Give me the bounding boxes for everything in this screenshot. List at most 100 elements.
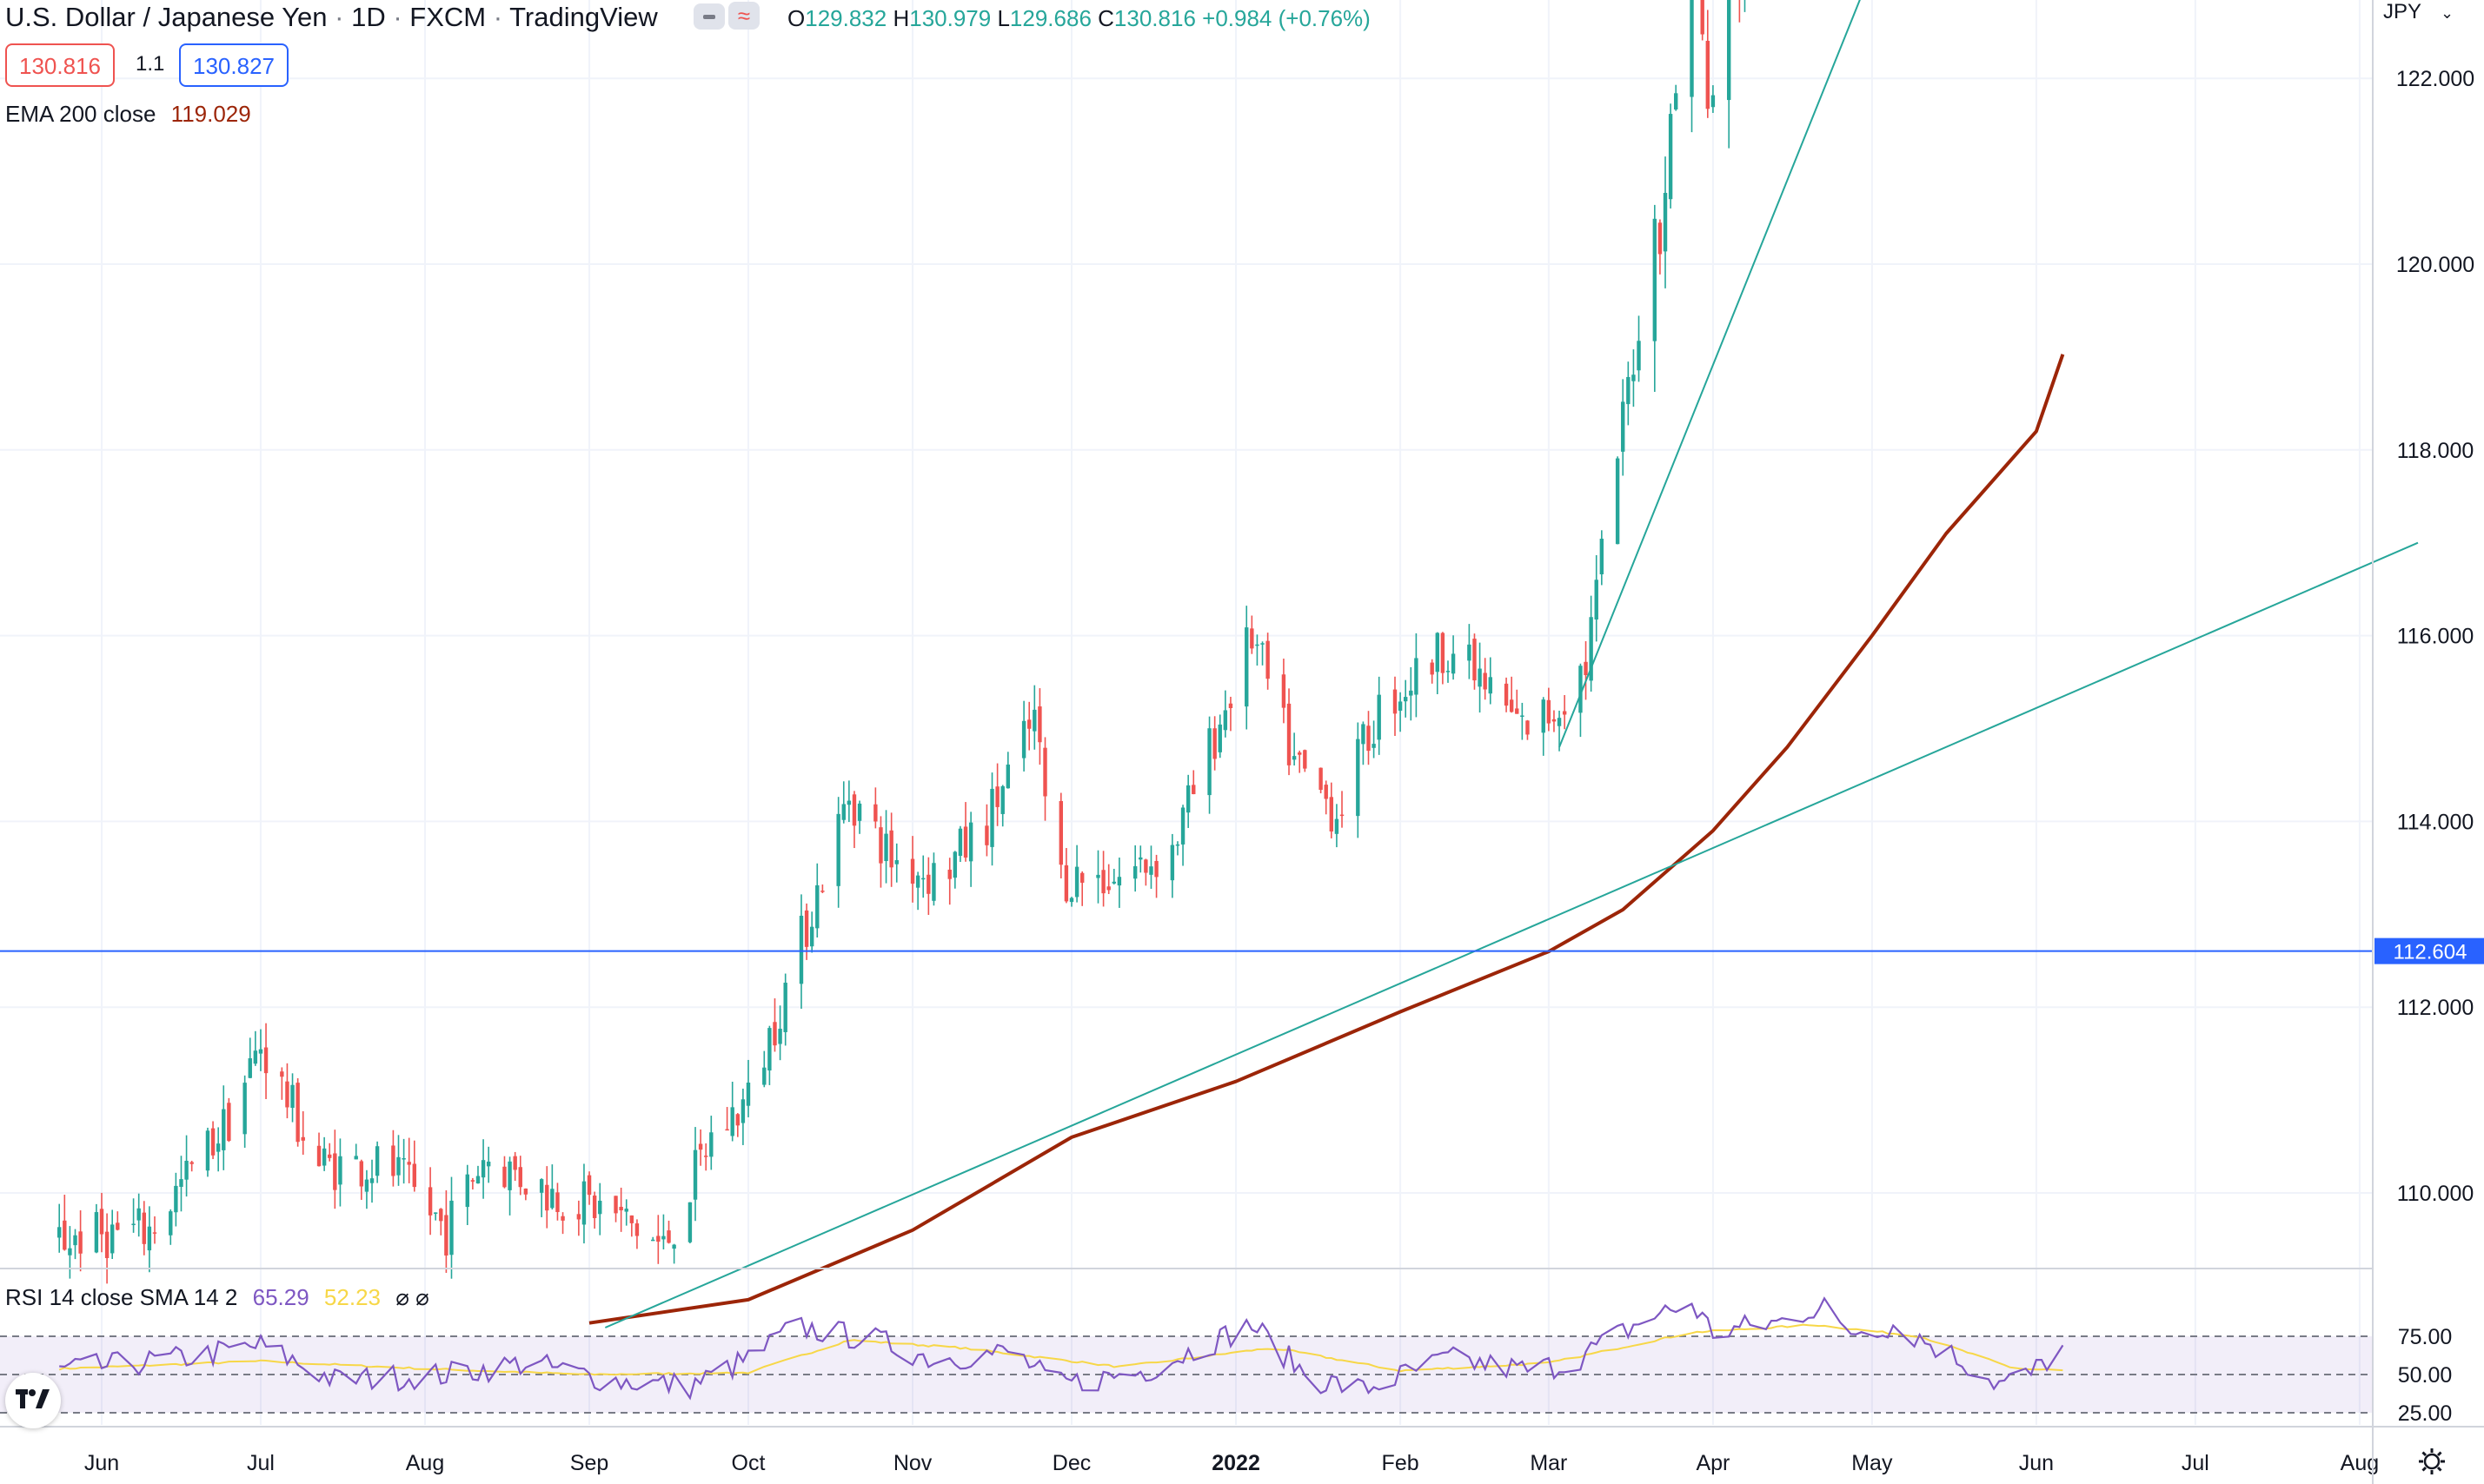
candle-body	[189, 1162, 194, 1164]
candle-body	[1525, 720, 1530, 735]
rsi-tick-label: 50.00	[2398, 1363, 2453, 1388]
candle-body	[316, 1145, 322, 1167]
candle-body	[693, 1149, 698, 1200]
candle-body	[773, 1022, 777, 1046]
tradingview-logo[interactable]	[5, 1373, 61, 1428]
candle-body	[932, 863, 936, 901]
candle-body	[1033, 709, 1037, 732]
hide-legend-icon[interactable]	[694, 3, 725, 30]
candle-body	[1637, 341, 1641, 371]
candle-body	[508, 1161, 512, 1190]
candle-body	[1409, 690, 1413, 696]
candle-body	[513, 1156, 517, 1170]
candle-body	[730, 1107, 734, 1136]
candle-body	[1038, 706, 1042, 743]
settings-gear-icon[interactable]	[2416, 1446, 2447, 1477]
ohlc-values: O129.832 H130.979 L129.686 C130.816 +0.9…	[787, 5, 1371, 31]
candle-body	[184, 1160, 189, 1180]
candle-body	[338, 1156, 342, 1185]
candle-body	[725, 1129, 729, 1131]
candle-body	[444, 1215, 448, 1256]
price-level-tag-text: 112.604	[2394, 941, 2467, 964]
candle-body	[884, 833, 888, 862]
candle-body	[248, 1058, 252, 1078]
candle-body	[152, 1232, 157, 1234]
candle-body	[1228, 703, 1233, 708]
candle-body	[1472, 639, 1477, 681]
candle-body	[1245, 627, 1249, 707]
sell-button[interactable]: 130.816	[5, 43, 115, 87]
candle-body	[1690, 0, 1694, 97]
y-tick-label: 114.000	[2397, 810, 2474, 834]
candle-body	[735, 1114, 741, 1126]
candle-body	[57, 1227, 62, 1238]
ema-value: 119.029	[170, 101, 251, 127]
y-tick-label: 110.000	[2397, 1182, 2474, 1206]
symbol-name: U.S. Dollar / Japanese Yen	[5, 2, 328, 32]
candle-body	[258, 1049, 263, 1054]
candle-body	[1589, 617, 1593, 681]
candle-body	[1139, 857, 1143, 860]
candle-body	[985, 825, 989, 845]
candle-body	[449, 1200, 454, 1255]
candle-body	[927, 874, 931, 894]
candle-body	[263, 1047, 269, 1074]
symbol-legend[interactable]: U.S. Dollar / Japanese Yen · 1D · FXCM ·…	[5, 2, 658, 32]
currency-label[interactable]: JPY ⌄	[2383, 0, 2454, 23]
rsi-tick-label: 75.00	[2398, 1325, 2453, 1349]
candle-body	[910, 858, 915, 884]
candle-body	[1292, 756, 1297, 760]
candle-body	[364, 1179, 369, 1192]
x-tick-label: Jun	[2019, 1451, 2054, 1475]
candle-body	[1398, 701, 1403, 711]
buy-button[interactable]: 130.827	[179, 43, 289, 87]
candle-body	[847, 800, 852, 805]
x-tick-label: Jul	[247, 1451, 275, 1475]
close-value: 130.816	[1113, 5, 1196, 31]
candle-body	[687, 1202, 693, 1242]
candle-body	[1192, 785, 1196, 795]
candle-body	[1377, 694, 1381, 740]
candle-body	[1631, 374, 1636, 381]
candle-body	[296, 1083, 300, 1143]
rsi-legend[interactable]: RSI 14 close SMA 14 2 65.29 52.23 ⌀ ⌀	[5, 1284, 429, 1311]
candle-body	[1467, 644, 1471, 661]
candle-body	[741, 1099, 746, 1123]
compare-icon[interactable]: ≈	[728, 2, 760, 30]
candle-body	[947, 869, 952, 879]
candle-body	[783, 983, 787, 1032]
candle-body	[698, 1143, 703, 1150]
candle-body	[1668, 114, 1673, 200]
x-tick-label: Apr	[1696, 1451, 1730, 1475]
candle-body	[815, 884, 820, 929]
candle-body	[1440, 633, 1445, 673]
x-tick-label: Jun	[84, 1451, 119, 1475]
candle-body	[1366, 725, 1371, 752]
x-tick-label: 2022	[1212, 1451, 1260, 1475]
candle-body	[1006, 764, 1011, 789]
candle-body	[174, 1185, 178, 1213]
candle-body	[1356, 739, 1360, 817]
candle-body	[1509, 699, 1514, 712]
candle-body	[852, 794, 857, 826]
ema-legend[interactable]: EMA 200 close 119.029	[5, 101, 251, 128]
candle-body	[550, 1189, 555, 1209]
candle-body	[545, 1184, 549, 1211]
candle-body	[561, 1216, 565, 1221]
candle-body	[1112, 881, 1116, 884]
candle-body	[1175, 844, 1180, 846]
candle-body	[809, 926, 814, 947]
candle-body	[1154, 860, 1159, 878]
ema-200-line	[588, 354, 2065, 1325]
candle-body	[359, 1161, 364, 1187]
candle-body	[205, 1130, 210, 1171]
candle-body	[1096, 874, 1100, 878]
candle-body	[1562, 711, 1567, 715]
candle-body	[1414, 658, 1418, 695]
candle-body	[1392, 689, 1398, 714]
ema-label: EMA 200 close	[5, 101, 156, 127]
candle-body	[1074, 866, 1079, 898]
candle-body	[1710, 95, 1716, 108]
candle-body	[375, 1146, 380, 1176]
